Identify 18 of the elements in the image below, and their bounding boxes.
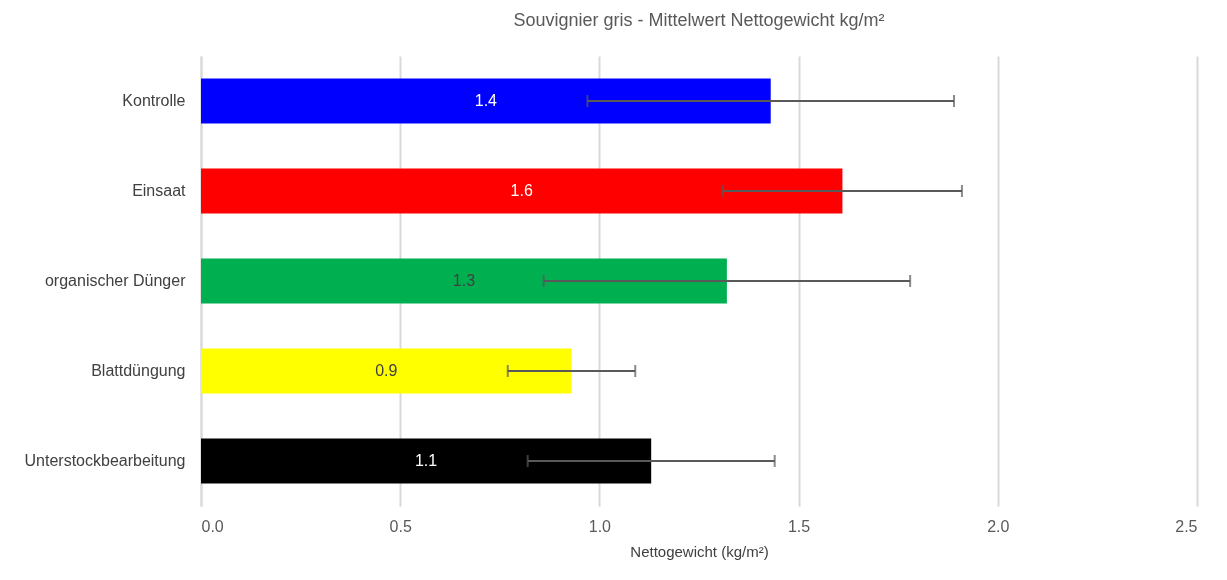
y-tick-label: organischer Dünger: [44, 272, 187, 289]
data-label: 1.1: [414, 452, 438, 469]
x-tick-label: 1.5: [787, 517, 811, 535]
x-axis-title: Nettogewicht (kg/m²): [630, 542, 769, 560]
x-tick-label: 2.0: [987, 517, 1010, 535]
data-label: 1.3: [452, 272, 476, 289]
data-label: 0.9: [375, 362, 398, 379]
y-tick-label: Kontrolle: [122, 92, 186, 109]
chart-title: Souvignier gris - Mittelwert Nettogewicht kg/m²: [513, 10, 885, 30]
y-tick-label: Einsaat: [132, 182, 187, 199]
x-tick-label: 0.5: [389, 517, 412, 535]
data-label: 1.6: [510, 182, 533, 199]
y-tick-label: Unterstockbearbeitung: [24, 452, 186, 469]
x-tick-label: 0.0: [201, 517, 224, 535]
x-tick-label: 2.5: [1175, 517, 1198, 535]
x-tick-label: 1.0: [588, 517, 612, 535]
y-tick-label: Blattdüngung: [91, 362, 186, 379]
data-label: 1.4: [474, 92, 498, 109]
